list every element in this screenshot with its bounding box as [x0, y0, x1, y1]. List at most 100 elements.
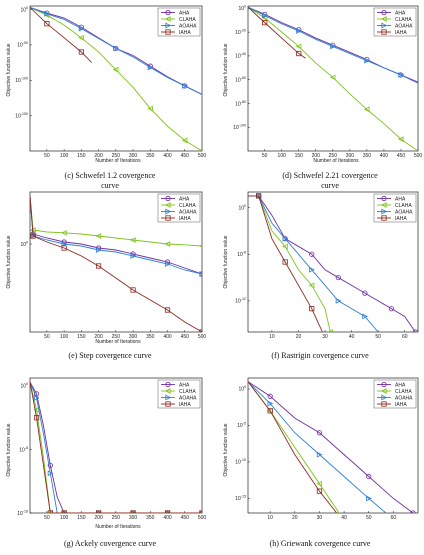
- x-tick-label: 40: [341, 515, 347, 521]
- x-tick-label: 10: [267, 515, 273, 521]
- x-tick-label: 500: [198, 515, 207, 521]
- caption-line-2: curve: [101, 181, 119, 190]
- data-marker: [33, 395, 40, 401]
- chart-1: 50 100 150 200 250 300 350 400 450 500 100 10-20 10-…: [233, 5, 422, 159]
- series-layer: [248, 381, 416, 513]
- ylabel: Objective function value: [6, 43, 12, 96]
- x-tick-label: 400: [163, 153, 172, 159]
- data-marker: [95, 263, 102, 269]
- x-tick-label: 500: [198, 334, 207, 340]
- legend-label: AOAHA: [179, 23, 197, 29]
- x-tick-label: 450: [181, 515, 190, 521]
- y-tick-label: 10-10: [235, 458, 246, 466]
- series-line-claha: [30, 195, 202, 247]
- series-line-claha: [30, 381, 202, 513]
- data-marker: [47, 462, 53, 468]
- data-marker: [380, 16, 387, 22]
- data-marker: [112, 66, 119, 73]
- x-tick-label: 200: [312, 153, 321, 159]
- x-tick-label: 300: [129, 515, 138, 521]
- data-marker: [330, 43, 336, 50]
- series-line-aha: [248, 381, 414, 513]
- series-line-claha: [30, 7, 202, 151]
- data-marker: [164, 307, 171, 313]
- data-marker: [147, 64, 154, 71]
- panel-h: Objective function value (h) Griewank co…: [223, 423, 371, 548]
- panel-f: Objective function value (f) Rastrigin c…: [223, 235, 369, 360]
- data-marker: [296, 50, 302, 57]
- data-marker: [199, 271, 202, 277]
- y-tick-label: 10-50: [17, 41, 28, 49]
- data-marker: [381, 381, 387, 388]
- series-line-iaha: [30, 195, 202, 332]
- x-tick-label: 150: [77, 334, 86, 340]
- data-marker: [335, 298, 342, 304]
- legend-label: AHA: [395, 196, 406, 202]
- series-line-aoaha: [30, 381, 202, 513]
- data-marker: [30, 233, 36, 239]
- data-marker: [164, 510, 171, 513]
- panel-e: Objective function value Number of Itera…: [6, 235, 152, 360]
- chart-5: 10 20 30 40 50 60 100 10-5 10-10 10-15 AHACLAHAAOA…: [235, 377, 419, 521]
- y-tick-label: 10-15: [235, 495, 246, 503]
- x-tick-label: 200: [94, 334, 103, 340]
- data-marker: [164, 241, 171, 247]
- data-marker: [165, 215, 171, 221]
- y-tick-label: 100: [238, 204, 246, 212]
- series-line-aha: [30, 195, 202, 275]
- x-tick-label: 400: [163, 515, 172, 521]
- data-marker: [33, 415, 40, 421]
- data-marker: [33, 391, 40, 397]
- caption-line-2: curve: [321, 181, 339, 190]
- panel-g: Objective function value Number of Itera…: [6, 423, 156, 548]
- x-tick-label: 50: [375, 334, 381, 340]
- chart-3: 10 20 30 40 50 60 100 10-6 10-12 AHACLAHAAOAHAIAH…: [235, 191, 419, 340]
- data-marker: [164, 16, 171, 22]
- data-marker: [256, 193, 262, 199]
- data-marker: [296, 28, 302, 34]
- series-line-aoaha: [30, 6, 202, 95]
- x-tick-label: 350: [146, 334, 155, 340]
- xlabel: Number of Iterations: [95, 339, 141, 345]
- x-tick-label: 500: [198, 153, 207, 159]
- data-marker: [316, 451, 323, 458]
- caption-line-1: (c) Schwefel 1.2 covergence: [65, 171, 156, 180]
- data-marker: [295, 43, 302, 50]
- series-line-aoaha: [30, 195, 202, 275]
- data-marker: [164, 388, 171, 394]
- x-tick-label: 150: [295, 153, 304, 159]
- caption-line-1: (h) Griewank covergence curve: [270, 539, 371, 548]
- data-marker: [282, 243, 288, 250]
- x-tick-label: 100: [278, 153, 287, 159]
- panel-c: Objective function value Number of Itera…: [6, 43, 156, 190]
- x-tick-label: 10: [269, 334, 275, 340]
- data-marker: [61, 229, 67, 236]
- x-tick-label: 450: [181, 153, 190, 159]
- data-marker: [267, 400, 274, 407]
- data-marker: [335, 274, 341, 281]
- series-layer: [30, 6, 202, 151]
- panel-d: Objective function value Number of Itera…: [223, 43, 378, 190]
- series-line-iaha: [248, 381, 338, 513]
- data-marker: [381, 401, 387, 407]
- series-layer: [30, 381, 202, 513]
- x-tick-label: 50: [44, 334, 50, 340]
- data-marker: [327, 329, 333, 332]
- data-marker: [329, 74, 336, 81]
- legend-label: AHA: [395, 382, 406, 388]
- data-marker: [164, 261, 171, 267]
- data-marker: [316, 488, 323, 494]
- x-tick-label: 250: [329, 153, 338, 159]
- data-marker: [47, 510, 53, 513]
- data-marker: [398, 72, 405, 78]
- data-marker: [262, 20, 268, 26]
- data-marker: [164, 202, 171, 208]
- data-marker: [397, 136, 404, 142]
- x-tick-label: 40: [349, 334, 355, 340]
- data-marker: [95, 510, 102, 513]
